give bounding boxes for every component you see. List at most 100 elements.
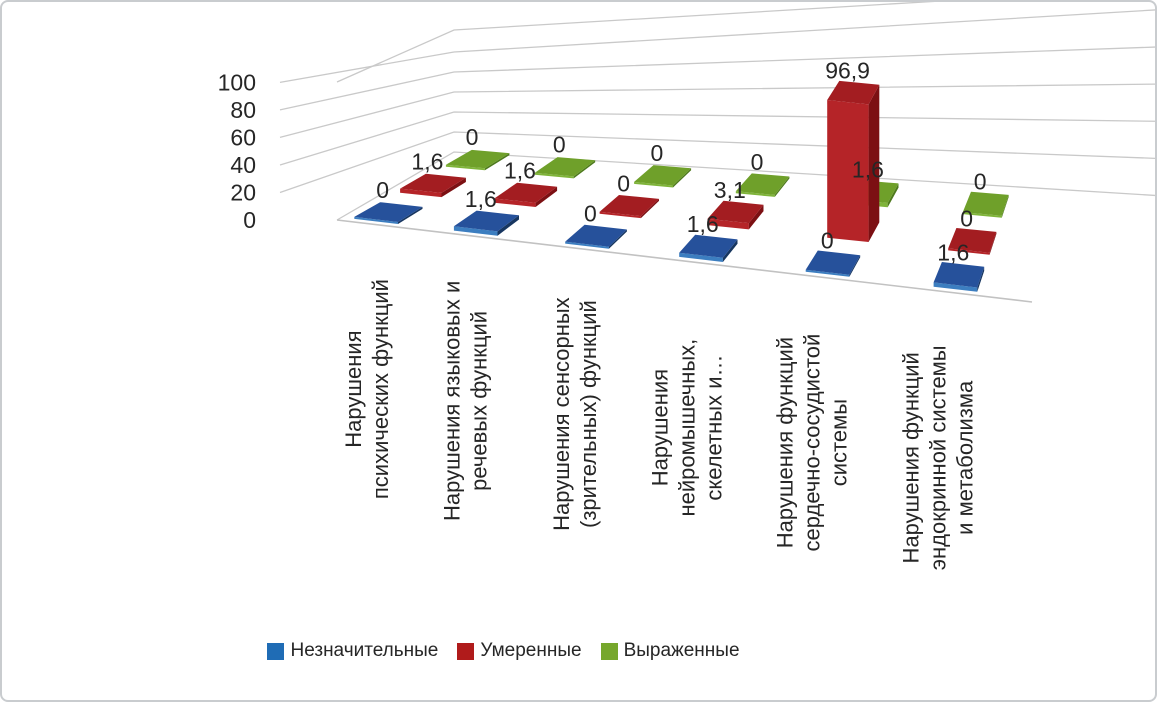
bar-side-face	[535, 186, 558, 207]
value-label: 0	[584, 201, 597, 227]
bar-side-face	[608, 229, 627, 249]
category-axis-line	[336, 219, 1033, 303]
bar-top-face	[400, 173, 466, 193]
bar-top-face	[679, 234, 738, 258]
category-axis-label: Нарушения функций	[772, 337, 797, 548]
gridline	[279, 131, 1155, 194]
y-axis-tick-label: 40	[230, 152, 256, 178]
legend-swatch-green	[600, 642, 618, 660]
y-axis-tick-label: 100	[218, 69, 256, 95]
value-label: 1,6	[687, 211, 719, 237]
bar-top-face	[565, 224, 627, 247]
chart-legend: Незначительные Умеренные Выраженные	[2, 636, 1155, 666]
bar-front-face	[679, 252, 723, 262]
gridline	[279, 46, 1155, 111]
category-axis-label: сердечно-сосудистой	[799, 334, 824, 552]
value-label: 1,6	[504, 158, 536, 184]
value-label: 0	[553, 132, 566, 158]
bar-side-face	[722, 239, 738, 262]
bar-top-face	[933, 262, 985, 288]
category-axis-label: речевых функций	[466, 311, 491, 491]
gridline	[279, 9, 1155, 84]
bar-front-face	[805, 269, 850, 277]
y-axis-tick-label: 80	[230, 97, 256, 123]
bar-top-face	[962, 191, 1009, 216]
bar-front-face	[354, 216, 398, 224]
legend-item: Умеренные	[457, 640, 582, 662]
category-axis-label: нейромышечных,	[675, 339, 700, 517]
gridline	[279, 83, 1155, 139]
bar-side-face	[673, 168, 692, 188]
bar-front-face	[827, 100, 869, 242]
bar-front-face	[707, 218, 749, 230]
bar-front-face	[565, 241, 609, 249]
value-label: 1,6	[852, 157, 884, 183]
bar-side-face	[640, 198, 659, 219]
bar-front-face	[453, 226, 498, 236]
gridline	[279, 111, 1155, 166]
category-axis-label: Нарушения	[341, 330, 366, 447]
bar-front-face	[962, 212, 1002, 218]
category-axis-label: скелетных и…	[702, 355, 727, 501]
bar-front-face	[534, 172, 574, 179]
value-label: 0	[974, 169, 987, 195]
legend-item: Выраженные	[600, 640, 740, 662]
bar-front-face	[494, 198, 536, 207]
bar-top-face	[354, 202, 423, 222]
bar-top-face	[453, 210, 519, 232]
y-axis-tick-label: 0	[243, 207, 256, 233]
value-label: 1,6	[937, 240, 969, 266]
bar-top-face	[599, 195, 659, 217]
y-axis-tick-label: 20	[230, 179, 256, 205]
category-axis-label: Нарушения функций	[898, 352, 923, 563]
legend-item: Незначительные	[267, 640, 438, 662]
value-label: 96,9	[825, 58, 870, 84]
value-label: 0	[751, 149, 764, 175]
category-axis-label: Нарушения сенсорных	[549, 297, 574, 531]
legend-swatch-blue	[267, 642, 285, 660]
bar-front-face	[933, 282, 978, 292]
bar-side-face	[977, 266, 985, 292]
bar-front-face	[735, 191, 775, 197]
value-label: 1,6	[411, 148, 443, 174]
value-label: 0	[651, 140, 664, 166]
legend-label: Незначительные	[290, 640, 439, 661]
value-label: 0	[960, 205, 973, 231]
category-axis-label: системы	[826, 399, 851, 486]
bar-front-face	[599, 211, 641, 219]
bar-side-face	[398, 206, 423, 224]
bar-top-face	[707, 200, 764, 224]
value-label: 3,1	[714, 177, 746, 203]
legend-label: Умеренные	[480, 640, 582, 661]
bar-side-face	[849, 255, 861, 277]
bar-side-face	[868, 84, 880, 242]
bar-front-face	[948, 248, 990, 255]
bar-top-face	[735, 173, 790, 195]
bar-top-face	[494, 182, 558, 203]
bar-top-face	[805, 250, 861, 275]
bar-front-face	[634, 181, 673, 188]
bar-top-face	[534, 157, 596, 177]
category-axis-label: Нарушения	[648, 369, 673, 486]
y-axis-tick-label: 60	[230, 124, 256, 150]
legend-swatch-red	[457, 642, 475, 660]
bar-side-face	[497, 215, 519, 236]
bar-side-face	[989, 231, 997, 255]
category-axis-label: психических функций	[368, 279, 393, 499]
value-label: 0	[617, 170, 630, 196]
value-label: 0	[376, 177, 389, 203]
bar-side-face	[887, 183, 899, 208]
category-axis-label: эндокринной системы	[925, 345, 950, 570]
bar-side-face	[573, 160, 596, 179]
wall-top-edge	[336, 2, 935, 83]
legend-label: Выраженные	[623, 640, 740, 661]
bar-front-face	[400, 188, 442, 198]
bar-side-face	[774, 176, 790, 197]
gridline-zero	[336, 151, 1155, 221]
category-axis-label: Нарушения языковых и	[439, 281, 464, 521]
bar-side-face	[748, 204, 764, 230]
bar-side-face	[1001, 194, 1009, 218]
